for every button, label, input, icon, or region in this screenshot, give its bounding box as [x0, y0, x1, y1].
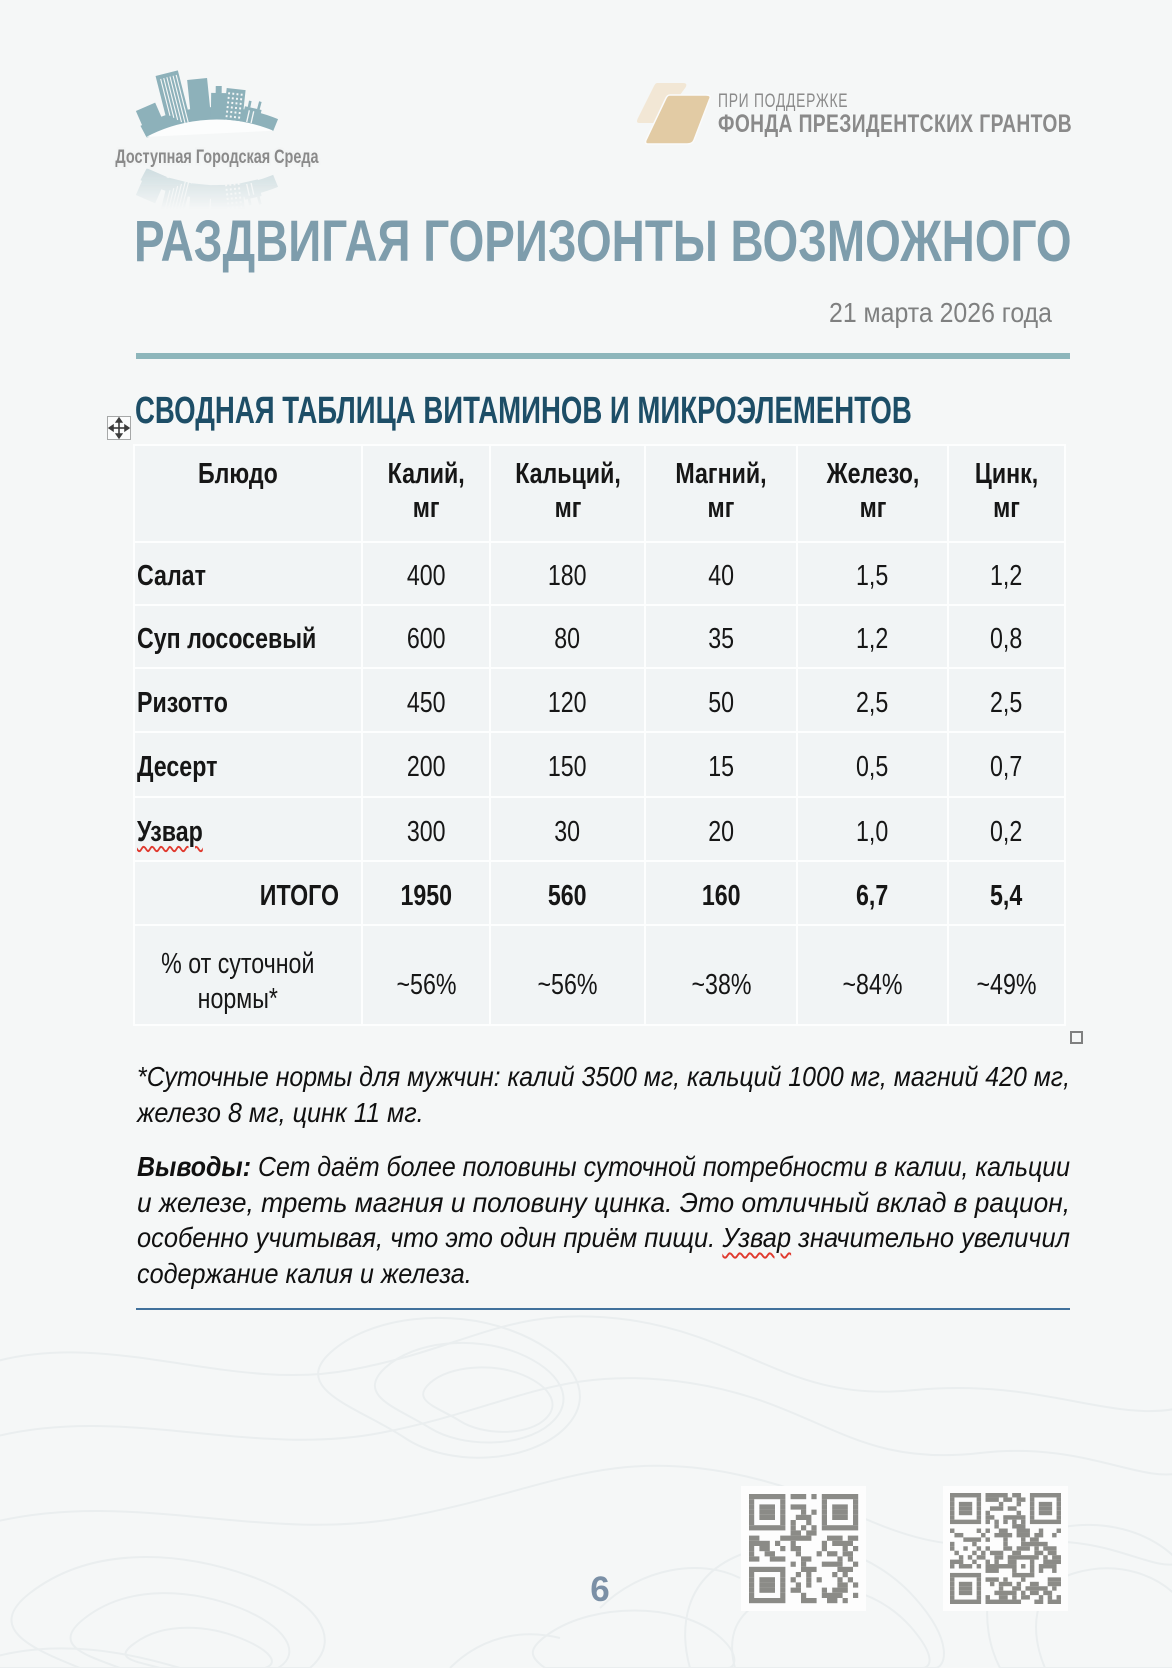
svg-text:Доступная Городская Среда: Доступная Городская Среда — [115, 145, 319, 168]
